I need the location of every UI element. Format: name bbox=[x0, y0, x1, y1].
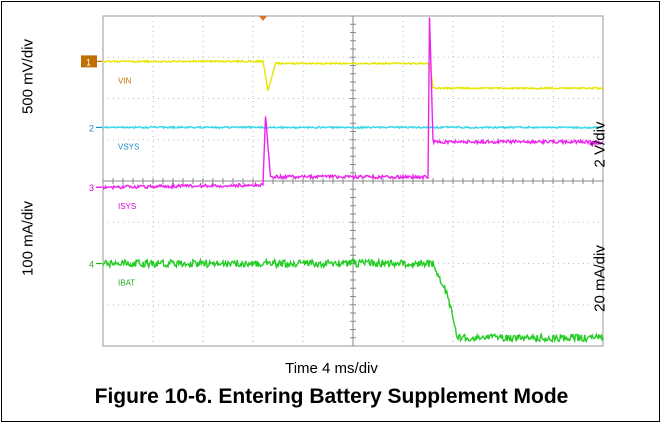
series-label-isys: ISYS bbox=[118, 202, 136, 211]
right-top-scale-label: 2 V/div bbox=[591, 121, 609, 168]
left-top-scale-label: 500 mV/div bbox=[19, 38, 37, 115]
series-line-vsys bbox=[102, 125, 604, 130]
right-bottom-scale-label: 20 mA/div bbox=[591, 245, 609, 312]
channel-marker-label: 3 bbox=[89, 183, 94, 193]
series-label-ibat: IBAT bbox=[118, 279, 135, 288]
channel-marker-label: 4 bbox=[89, 260, 94, 270]
channel-marker-label: 1 bbox=[86, 57, 91, 67]
channel-marker-label: 2 bbox=[89, 123, 94, 133]
time-axis-label: Time 4 ms/div bbox=[285, 360, 378, 377]
series-line-vin bbox=[102, 59, 604, 92]
series-line-ibat bbox=[102, 257, 604, 344]
trigger-position-marker bbox=[259, 16, 267, 21]
series-label-vin: VIN bbox=[118, 76, 132, 85]
series-line-isys bbox=[102, 17, 604, 191]
series-label-vsys: VSYS bbox=[118, 142, 139, 151]
trigger-level-marker bbox=[589, 140, 593, 147]
channel-marker-1 bbox=[81, 55, 97, 68]
left-bottom-scale-label: 100 mA/div bbox=[19, 200, 37, 277]
figure-caption: Figure 10-6. Entering Battery Supplement… bbox=[94, 385, 569, 408]
